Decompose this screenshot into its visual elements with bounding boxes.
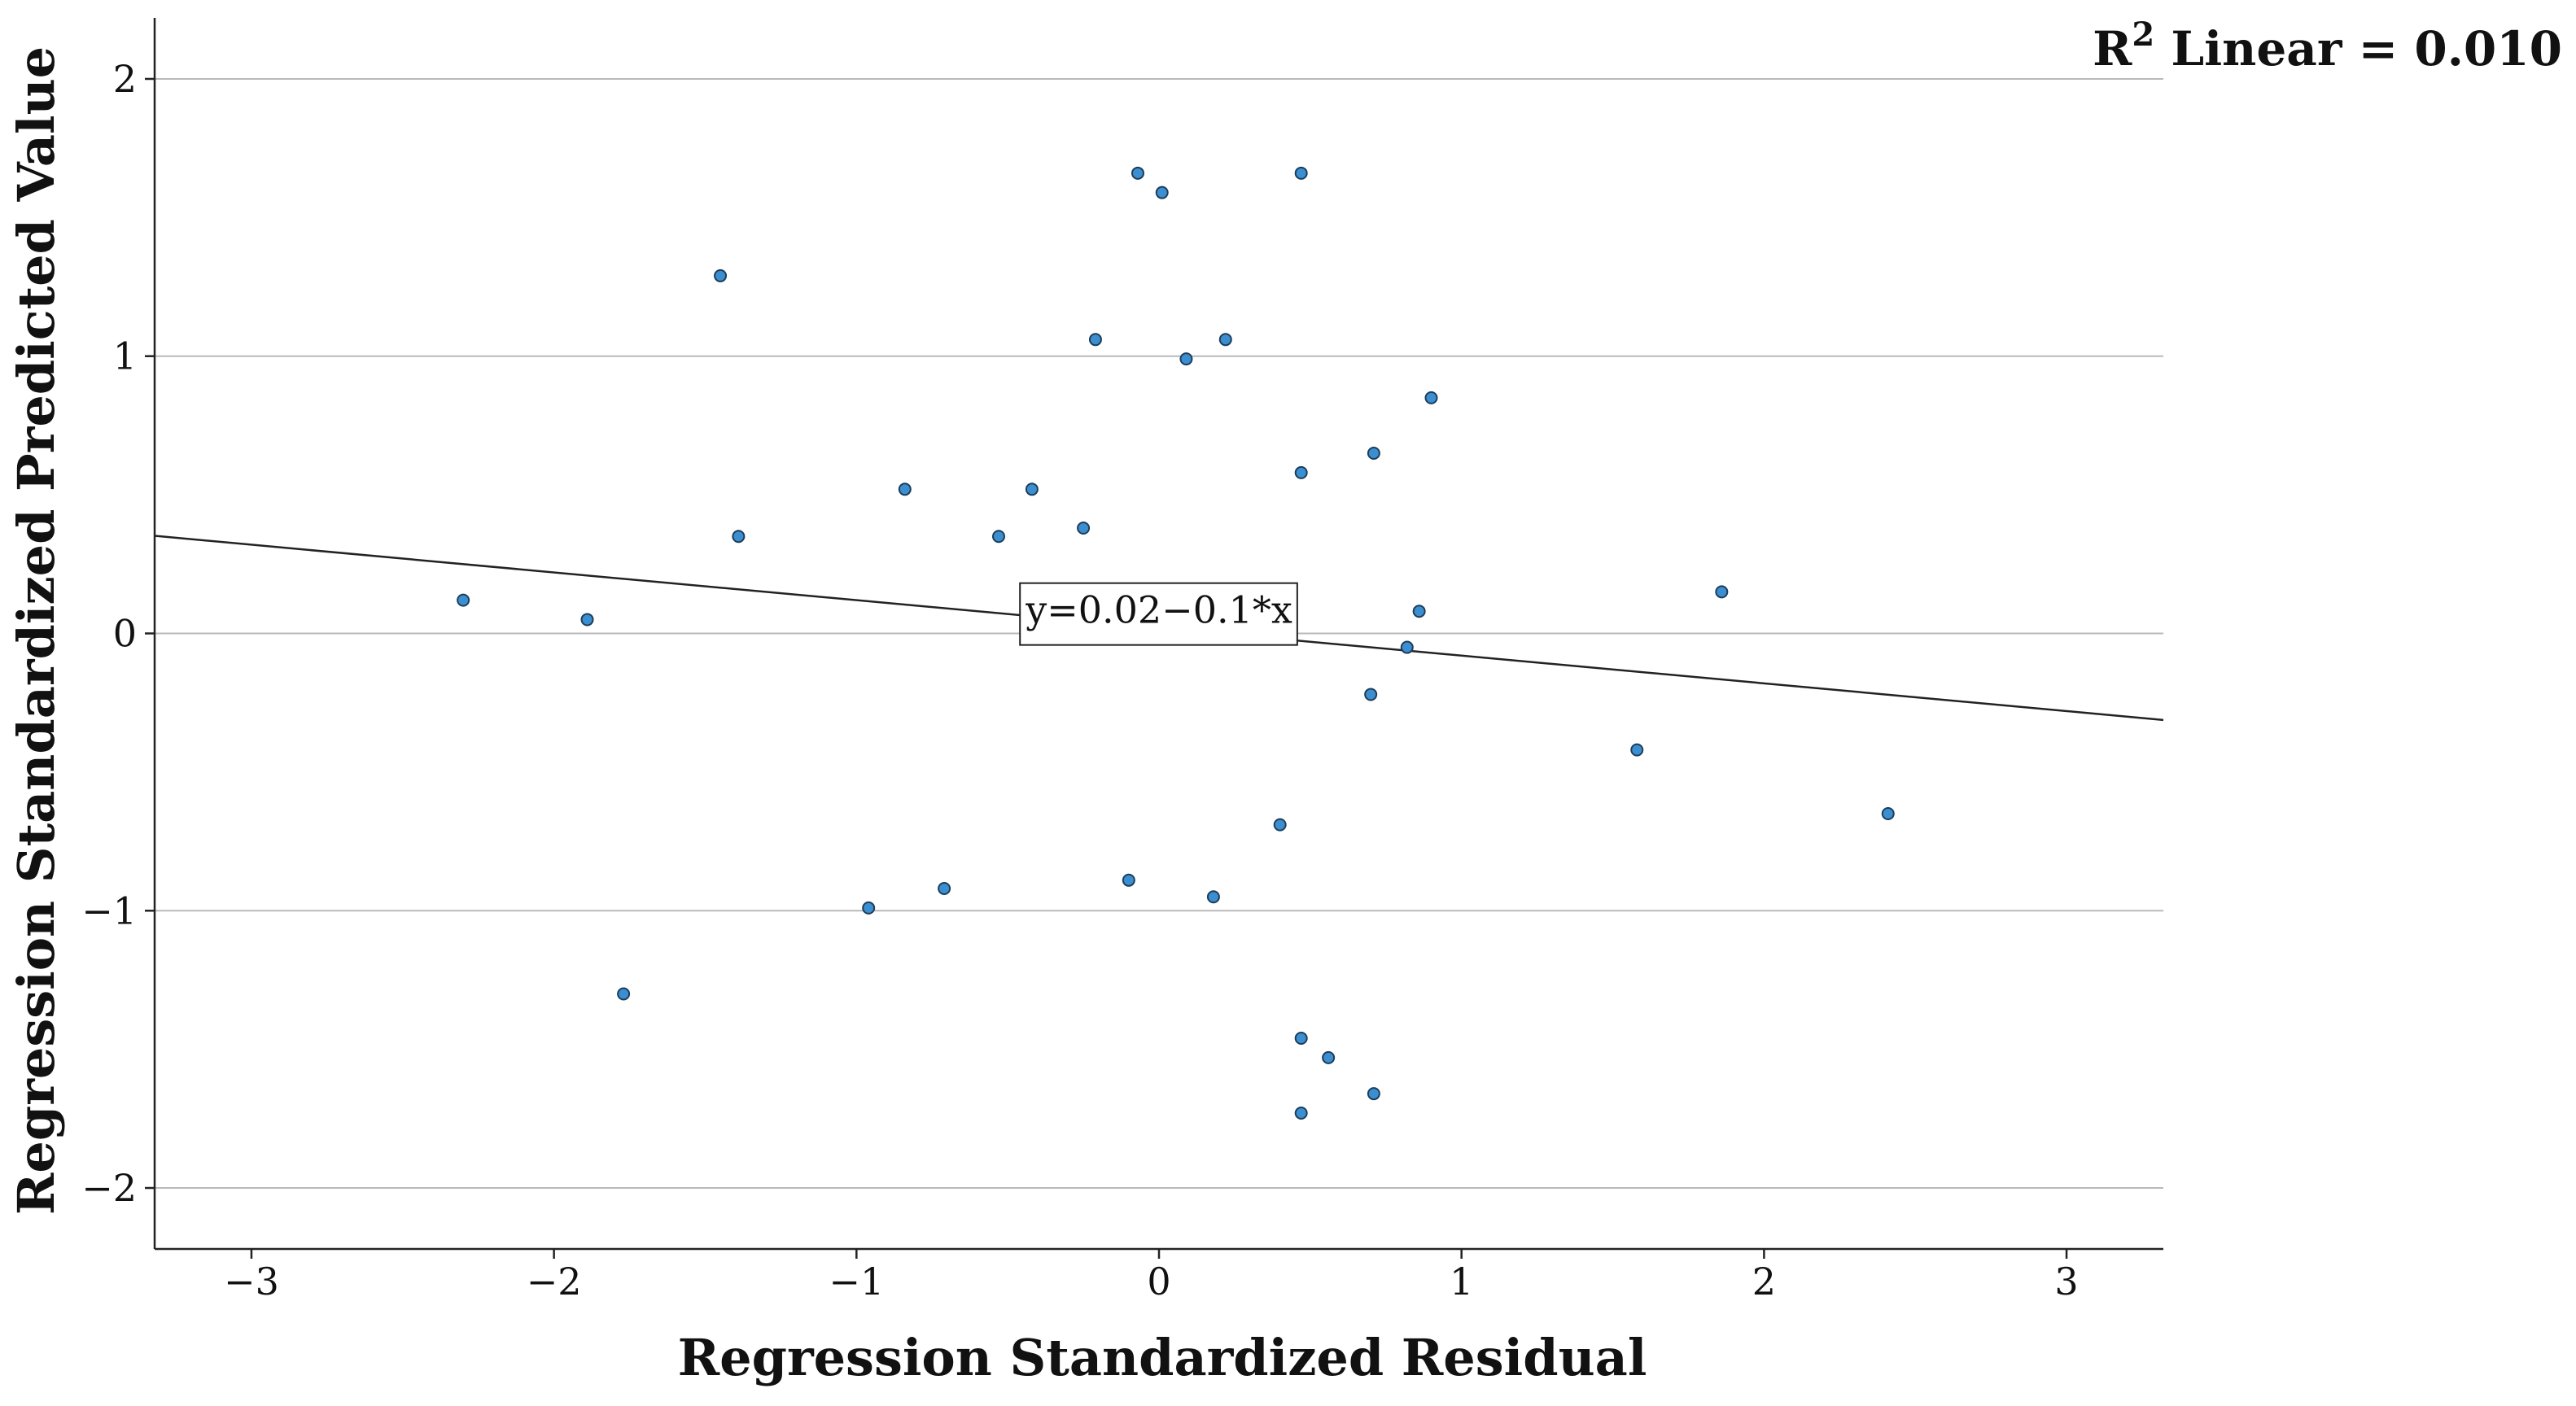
data-point-10 bbox=[898, 482, 912, 496]
x-tick-label: 3 bbox=[2054, 1260, 2078, 1303]
fit-line-label: y=0.02−0.1*x bbox=[1019, 582, 1298, 646]
x-tick-label: −3 bbox=[224, 1260, 279, 1303]
data-point-2 bbox=[1155, 186, 1169, 199]
data-point-21 bbox=[1630, 743, 1644, 757]
fit-line-label-text: y=0.02−0.1*x bbox=[1025, 588, 1292, 632]
data-point-9 bbox=[1294, 465, 1308, 479]
r2-prefix: R bbox=[2093, 21, 2132, 76]
data-point-13 bbox=[992, 530, 1006, 544]
data-point-8 bbox=[1367, 447, 1380, 461]
data-point-18 bbox=[1412, 605, 1426, 618]
y-tick-label: 2 bbox=[113, 57, 137, 101]
y-tick-label: −2 bbox=[81, 1166, 137, 1210]
x-axis-title: Regression Standardized Residual bbox=[678, 1328, 1647, 1387]
data-points bbox=[457, 166, 1895, 1120]
x-tick-label: 1 bbox=[1450, 1260, 1473, 1303]
data-point-12 bbox=[732, 530, 746, 544]
r2-label: R2 Linear = 0.010 bbox=[2093, 15, 2562, 76]
x-tick-label: −2 bbox=[527, 1260, 582, 1303]
r2-suffix: Linear = 0.010 bbox=[2154, 21, 2562, 76]
data-point-31 bbox=[1367, 1087, 1380, 1101]
data-point-27 bbox=[862, 901, 876, 915]
data-point-3 bbox=[714, 269, 728, 282]
y-axis-title: Regression Standardized Predicted Value bbox=[7, 46, 66, 1215]
data-point-5 bbox=[1218, 333, 1232, 347]
data-point-30 bbox=[1322, 1050, 1336, 1064]
data-point-28 bbox=[617, 987, 631, 1001]
data-point-29 bbox=[1294, 1032, 1308, 1046]
data-point-19 bbox=[1400, 640, 1414, 654]
data-point-4 bbox=[1088, 333, 1102, 347]
y-tick-label: 1 bbox=[113, 334, 137, 378]
fit-line-label-box bbox=[1019, 582, 1298, 646]
data-point-24 bbox=[1122, 873, 1135, 887]
data-point-22 bbox=[1881, 806, 1895, 820]
data-point-25 bbox=[1206, 890, 1220, 904]
data-point-11 bbox=[1025, 482, 1039, 496]
data-point-16 bbox=[580, 613, 594, 627]
data-point-23 bbox=[1273, 818, 1287, 832]
data-point-26 bbox=[938, 882, 951, 896]
data-point-15 bbox=[457, 593, 470, 607]
x-tick-label: 2 bbox=[1752, 1260, 1776, 1303]
x-tick-label: 0 bbox=[1147, 1260, 1170, 1303]
data-point-14 bbox=[1077, 522, 1091, 535]
data-point-20 bbox=[1364, 688, 1378, 701]
r2-superscript: 2 bbox=[2132, 15, 2154, 54]
y-tick-label: −1 bbox=[81, 889, 137, 932]
data-point-7 bbox=[1424, 391, 1438, 404]
data-point-17 bbox=[1715, 585, 1729, 599]
data-point-32 bbox=[1294, 1107, 1308, 1120]
data-point-6 bbox=[1179, 352, 1193, 366]
y-tick-label: 0 bbox=[113, 612, 137, 656]
tick-marks: −2 −1 0 1 2 −3 −2 −1 0 1 2 3 bbox=[81, 57, 2079, 1303]
data-point-0 bbox=[1131, 166, 1144, 180]
data-point-1 bbox=[1294, 166, 1308, 180]
x-tick-label: −1 bbox=[829, 1260, 884, 1303]
